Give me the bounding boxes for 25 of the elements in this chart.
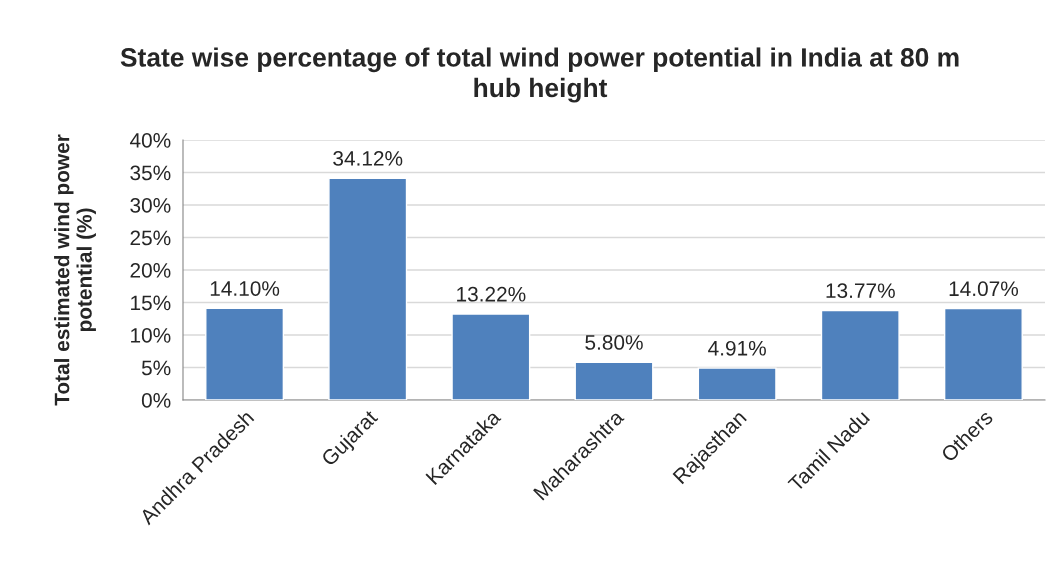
data-label: 13.22%: [457, 286, 526, 302]
y-tick-label: 30%: [130, 198, 171, 213]
data-label: 5.80%: [585, 335, 643, 350]
y-tick-label: 25%: [130, 230, 171, 246]
bar: [943, 307, 1023, 400]
y-tick-label: 5%: [141, 360, 171, 376]
bar: [451, 313, 531, 400]
y-tick-label: 15%: [131, 295, 171, 311]
chart-title: State wise percentage of total wind power potential in India at 80 m hub height: [120, 47, 959, 103]
data-label: 14.07%: [949, 281, 1019, 297]
bar: [820, 309, 900, 400]
y-tick-label: 40%: [129, 133, 171, 148]
data-label: 4.91%: [708, 340, 766, 356]
bar: [697, 367, 777, 400]
y-tick-label: 20%: [130, 263, 171, 278]
data-label: 14.10%: [210, 281, 280, 296]
y-tick-label: 0%: [141, 393, 171, 408]
bar: [574, 361, 654, 400]
y-tick-label: 10%: [131, 328, 171, 343]
bar: [328, 177, 408, 400]
y-axis-title: Total estimated wind power potential (%): [54, 134, 96, 406]
bar: [205, 307, 285, 400]
data-label: 34.12%: [333, 151, 403, 166]
data-label: 13.77%: [826, 283, 895, 299]
y-tick-label: 35%: [130, 165, 171, 181]
